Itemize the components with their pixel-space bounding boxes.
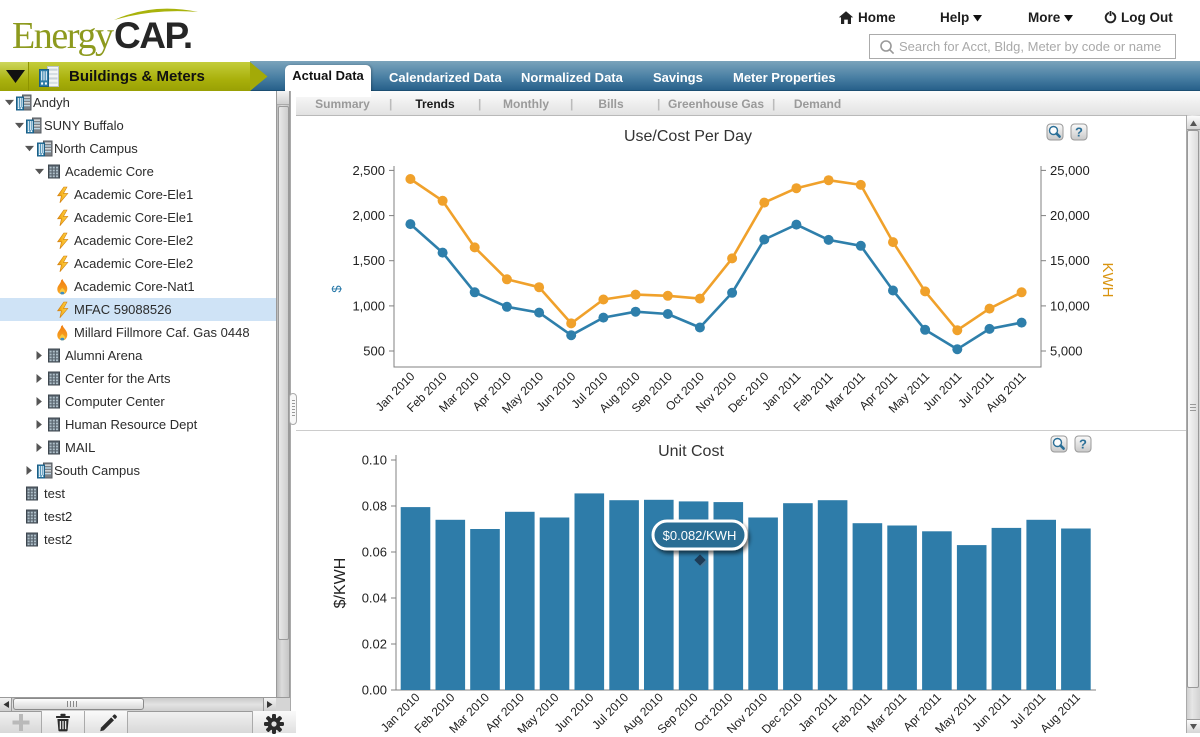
svg-text:25,000: 25,000 (1050, 163, 1090, 178)
svg-text:5,000: 5,000 (1050, 344, 1083, 359)
svg-text:Academic Core-Ele1: Academic Core-Ele1 (74, 187, 193, 202)
svg-text:2,000: 2,000 (352, 208, 385, 223)
svg-text:0.00: 0.00 (362, 683, 387, 698)
svg-text:Energy: Energy (13, 15, 114, 57)
svg-text:10,000: 10,000 (1050, 298, 1090, 313)
svg-text:0.10: 0.10 (362, 453, 387, 468)
svg-text:2,500: 2,500 (352, 163, 385, 178)
svg-text:Academic Core-Ele2: Academic Core-Ele2 (74, 233, 193, 248)
svg-text:Academic Core-Nat1: Academic Core-Nat1 (74, 279, 195, 294)
svg-text:1,000: 1,000 (352, 298, 385, 313)
svg-text:?: ? (1079, 437, 1087, 452)
svg-text:0.04: 0.04 (362, 591, 387, 606)
svg-text:North Campus: North Campus (54, 141, 138, 156)
svg-text:15,000: 15,000 (1050, 253, 1090, 268)
svg-text:South Campus: South Campus (54, 463, 140, 478)
svg-text:Andyh: Andyh (33, 95, 70, 110)
svg-text:$: $ (329, 285, 344, 293)
svg-text:0.06: 0.06 (362, 545, 387, 560)
svg-text:KWH: KWH (1099, 263, 1116, 298)
svg-text:MAIL: MAIL (65, 440, 95, 455)
svg-text:Computer Center: Computer Center (65, 394, 165, 409)
svg-text:1,500: 1,500 (352, 253, 385, 268)
svg-text:Use/Cost Per Day: Use/Cost Per Day (624, 128, 752, 145)
svg-text:test2: test2 (44, 509, 72, 524)
svg-text:Academic Core-Ele1: Academic Core-Ele1 (74, 210, 193, 225)
svg-text:?: ? (1075, 125, 1083, 140)
svg-text:Alumni Arena: Alumni Arena (65, 348, 143, 363)
svg-text:Human Resource Dept: Human Resource Dept (65, 417, 198, 432)
svg-text:500: 500 (363, 344, 385, 359)
svg-text:SUNY Buffalo: SUNY Buffalo (44, 118, 124, 133)
svg-text:test: test (44, 486, 65, 501)
svg-text:Jun 2010: Jun 2010 (552, 690, 597, 733)
svg-text:Jun 2011: Jun 2011 (969, 690, 1013, 733)
svg-text:20,000: 20,000 (1050, 208, 1090, 223)
svg-text:$0.082/KWH: $0.082/KWH (663, 528, 737, 543)
svg-text:Academic Core-Ele2: Academic Core-Ele2 (74, 256, 193, 271)
svg-text:CAP.: CAP. (114, 15, 192, 56)
svg-text:0.08: 0.08 (362, 499, 387, 514)
svg-text:$/KWH: $/KWH (332, 558, 349, 609)
svg-text:test2: test2 (44, 532, 72, 547)
svg-text:Millard Fillmore Caf. Gas 0448: Millard Fillmore Caf. Gas 0448 (74, 325, 250, 340)
svg-text:Academic Core: Academic Core (65, 164, 154, 179)
svg-text:Unit Cost: Unit Cost (658, 443, 724, 460)
svg-text:0.02: 0.02 (362, 637, 387, 652)
svg-text:Center for the Arts: Center for the Arts (65, 371, 171, 386)
svg-text:MFAC 59088526: MFAC 59088526 (74, 302, 172, 317)
